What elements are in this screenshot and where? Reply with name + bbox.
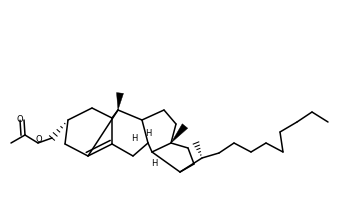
Polygon shape bbox=[171, 124, 188, 143]
Text: H: H bbox=[145, 129, 151, 138]
Text: H: H bbox=[131, 134, 137, 143]
Polygon shape bbox=[117, 93, 123, 110]
Text: O: O bbox=[17, 114, 23, 123]
Text: O: O bbox=[36, 134, 42, 143]
Text: H: H bbox=[151, 159, 157, 168]
